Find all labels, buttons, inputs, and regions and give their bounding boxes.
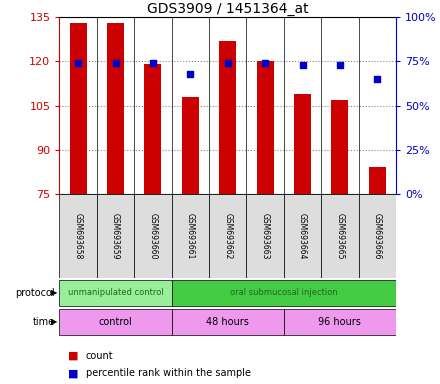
Bar: [134, 194, 172, 278]
Bar: [70, 23, 87, 194]
Point: [299, 62, 306, 68]
Text: GSM693659: GSM693659: [111, 213, 120, 260]
Bar: [369, 167, 386, 194]
Text: ▶: ▶: [51, 288, 57, 297]
Text: ■: ■: [68, 368, 79, 378]
Point: [75, 60, 82, 66]
Bar: [172, 280, 396, 306]
Bar: [59, 280, 172, 306]
Bar: [294, 94, 311, 194]
Text: GSM693662: GSM693662: [223, 213, 232, 259]
Text: GSM693664: GSM693664: [298, 213, 307, 260]
Text: control: control: [99, 316, 132, 327]
Text: GSM693661: GSM693661: [186, 213, 195, 259]
Bar: [246, 194, 284, 278]
Bar: [97, 194, 134, 278]
Bar: [331, 100, 348, 194]
Bar: [284, 309, 396, 334]
Text: ■: ■: [68, 351, 79, 361]
Bar: [359, 194, 396, 278]
Bar: [172, 194, 209, 278]
Bar: [219, 41, 236, 194]
Point: [187, 71, 194, 77]
Bar: [321, 194, 359, 278]
Text: 48 hours: 48 hours: [206, 316, 249, 327]
Bar: [59, 194, 97, 278]
Text: time: time: [33, 316, 55, 327]
Text: count: count: [86, 351, 114, 361]
Bar: [209, 194, 246, 278]
Text: GSM693665: GSM693665: [335, 213, 345, 260]
Text: 96 hours: 96 hours: [319, 316, 361, 327]
Bar: [257, 61, 274, 194]
Bar: [172, 309, 284, 334]
Bar: [107, 23, 124, 194]
Text: protocol: protocol: [15, 288, 55, 298]
Text: GSM693666: GSM693666: [373, 213, 382, 260]
Bar: [59, 309, 172, 334]
Text: GSM693658: GSM693658: [73, 213, 83, 259]
Title: GDS3909 / 1451364_at: GDS3909 / 1451364_at: [147, 2, 308, 16]
Point: [112, 60, 119, 66]
Point: [149, 60, 157, 66]
Text: unmanipulated control: unmanipulated control: [68, 288, 163, 297]
Text: percentile rank within the sample: percentile rank within the sample: [86, 368, 251, 378]
Text: GSM693663: GSM693663: [260, 213, 270, 260]
Bar: [284, 194, 321, 278]
Text: GSM693660: GSM693660: [148, 213, 158, 260]
Point: [224, 60, 231, 66]
Point: [337, 62, 344, 68]
Bar: [144, 65, 161, 194]
Point: [374, 76, 381, 82]
Text: oral submucosal injection: oral submucosal injection: [230, 288, 337, 297]
Point: [261, 60, 268, 66]
Text: ▶: ▶: [51, 317, 57, 326]
Bar: [182, 97, 199, 194]
